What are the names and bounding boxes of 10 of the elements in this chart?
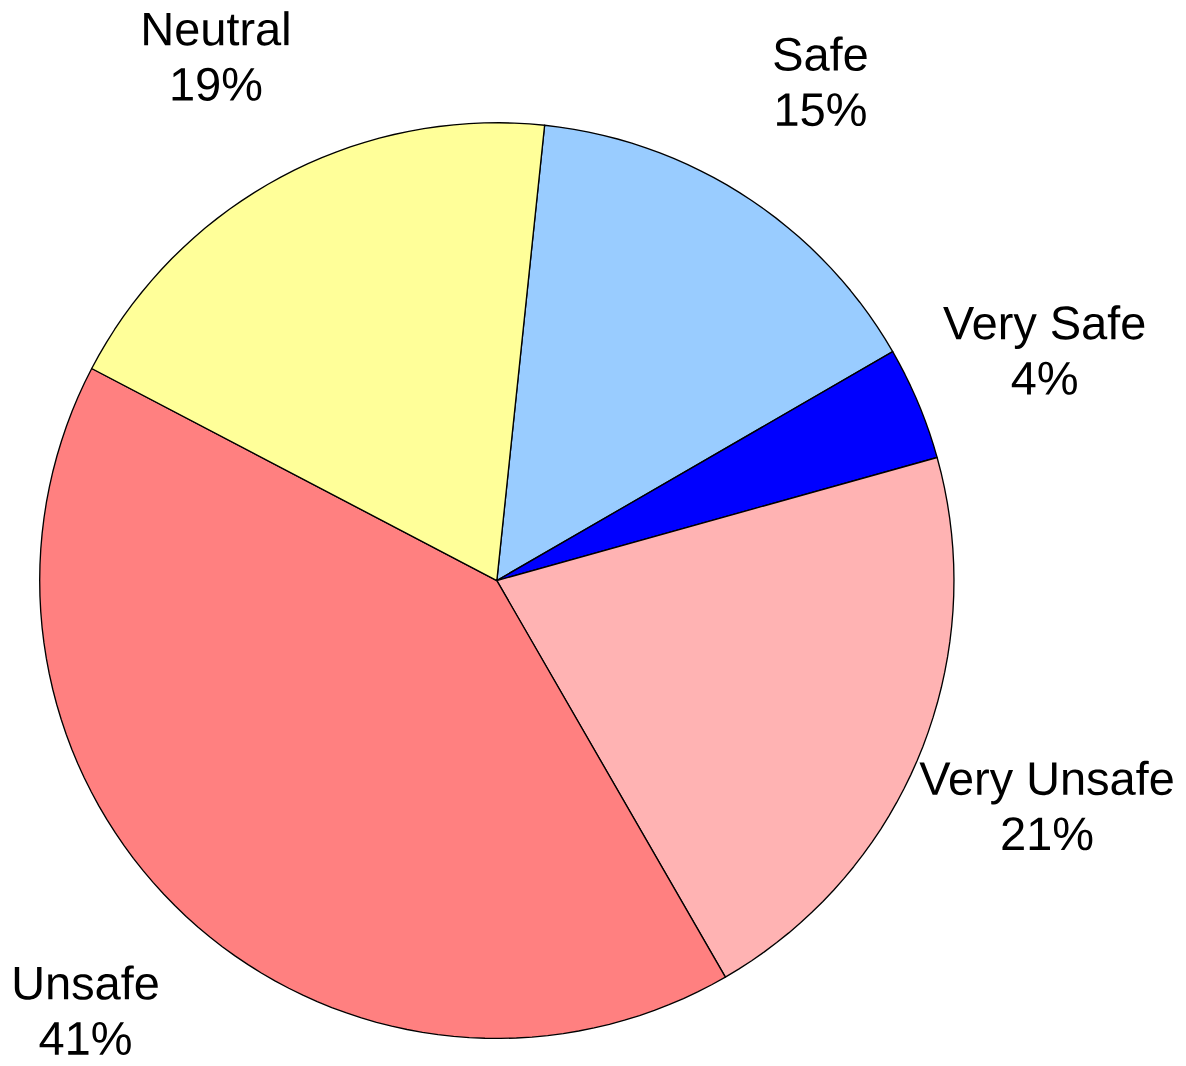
data-label: 41%	[39, 1022, 131, 1055]
data-label: 4%	[1011, 361, 1077, 395]
slice-label: Very Unsafe	[919, 760, 1173, 805]
slice-label: Neutral	[144, 11, 289, 46]
data-label: 21%	[1002, 817, 1093, 851]
slice-label: Unsafe	[14, 965, 158, 1000]
slice-label: Very Safe	[943, 305, 1145, 349]
data-label: 15%	[777, 93, 866, 127]
data-label: 19%	[172, 67, 262, 101]
slice-label: Safe	[774, 36, 867, 71]
